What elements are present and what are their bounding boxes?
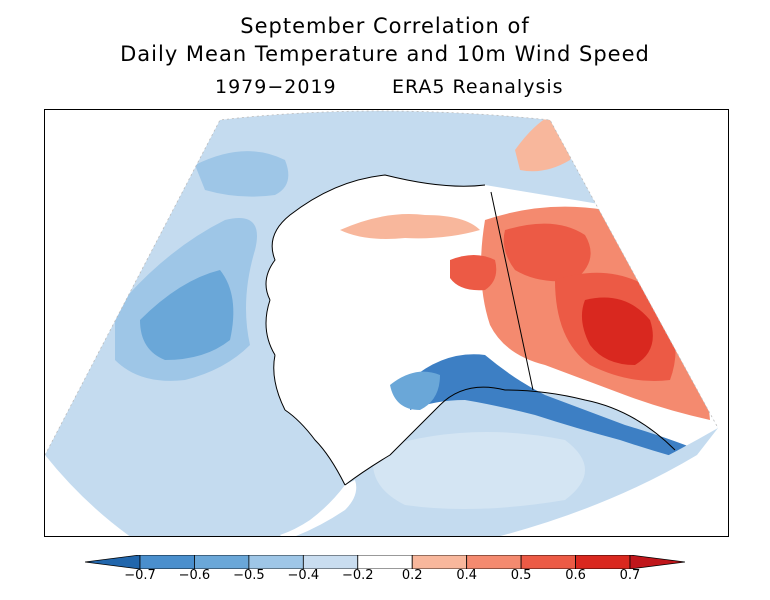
colorbar-segment	[520, 555, 576, 569]
south-coast-cold-band	[410, 354, 710, 465]
colorbar-tick-label: −0.2	[341, 568, 374, 583]
interior-warm-blob	[450, 255, 497, 291]
colorbar-tick-label: 0.7	[619, 568, 641, 583]
colorbar-tick-label: 0.4	[456, 568, 477, 583]
chart-title-line-1: September Correlation of	[240, 14, 530, 38]
alaska-canada-border	[490, 191, 534, 391]
colorbar-tick-label: −0.4	[287, 568, 320, 583]
colorbar-segment	[194, 555, 250, 569]
colorbar-segment	[466, 555, 522, 569]
colorbar-tick-label: 0.2	[401, 568, 423, 583]
yukon-warm-core-1	[503, 223, 591, 282]
yukon-warm-max	[581, 297, 653, 365]
colorbar	[85, 555, 685, 569]
colorbar-segment	[248, 555, 304, 569]
map-panel	[44, 109, 729, 537]
north-slope-warm-band	[340, 214, 480, 239]
colorbar-tick-label: 0.5	[510, 568, 532, 583]
correlation-map	[45, 110, 719, 536]
colorbar-tick-label: 0.6	[565, 568, 586, 583]
colorbar-segment	[302, 555, 359, 569]
colorbar-segment	[575, 555, 631, 569]
colorbar-max-arrow	[629, 555, 685, 569]
chukchi-blue-patch	[195, 151, 289, 197]
colorbar-tick-label: −0.5	[233, 568, 265, 583]
chart-title-line-2: Daily Mean Temperature and 10m Wind Spee…	[120, 42, 650, 66]
colorbar-segment	[357, 555, 413, 569]
colorbar-segment	[139, 555, 195, 569]
alaska-peninsula	[280, 480, 357, 536]
colorbar-min-arrow	[85, 555, 141, 569]
period-label: 1979−2019	[215, 76, 337, 98]
colorbar-tick-label: −0.6	[178, 568, 211, 583]
colorbar-tick-label: −0.7	[124, 568, 156, 583]
gulf-of-alaska-patch	[373, 432, 585, 509]
cook-inlet-cold-patch	[390, 371, 440, 410]
source-label: ERA5 Reanalysis	[392, 76, 564, 98]
coastline-outline	[265, 174, 676, 486]
bering-sea-core	[140, 270, 234, 360]
colorbar-segment	[411, 555, 468, 569]
